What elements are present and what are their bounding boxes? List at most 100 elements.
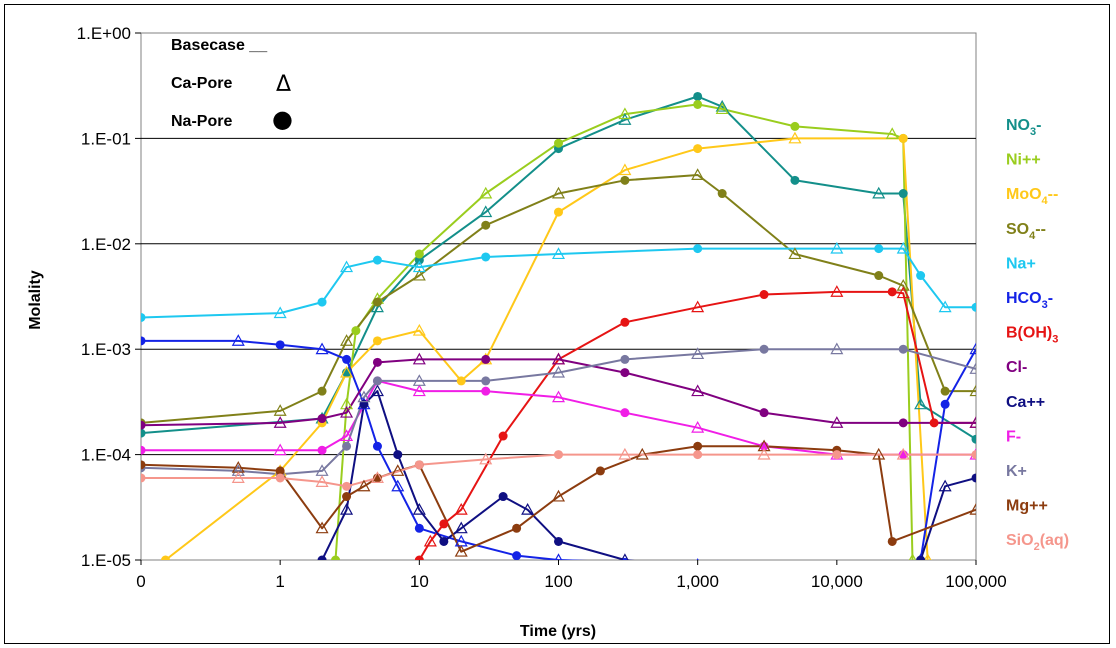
legend-item: Ca++ [1006,394,1045,411]
legend-label-main: Ca++ [1006,394,1045,411]
ca-pore-marker [691,300,705,313]
series-line-SiO2(aq) [141,453,976,488]
ca-pore-marker [898,562,909,572]
ca-pore-marker [938,479,952,492]
legend-label-sub: 4 [1042,195,1049,207]
na-pore-marker [331,555,341,560]
legend-label-main: MoO [1006,186,1042,203]
ca-pore-marker [788,247,802,260]
legend-label-main: K+ [1006,463,1027,480]
y-tick-label: 1.E-04 [81,446,131,465]
y-tick-label: 1.E+00 [77,24,131,43]
y-tick-label: 1.E-03 [81,340,131,359]
na-pore-marker [620,317,630,327]
ca-pore-marker [691,420,705,433]
na-pore-marker [832,450,842,460]
ca-pore-marker [896,447,910,460]
na-pore-marker [693,441,703,451]
na-pore-marker [141,312,146,322]
ca-pore-marker [370,300,384,313]
ca-pore-marker [273,306,287,319]
y-tick-label: 1.E-01 [81,129,131,148]
ca-pore-marker [412,374,426,386]
x-tick-label: 0 [136,572,145,591]
circle-symbol: ● [272,105,293,133]
ca-pore-marker [357,479,371,492]
na-pore-marker [275,340,285,350]
legend-label-sub: 3 [1042,299,1048,311]
na-pore-marker [414,249,424,259]
na-pore-marker [342,441,352,451]
ca-pore-marker [357,390,371,403]
na-pore-marker [481,354,491,364]
key-ca-pore: Ca-Pore [171,75,232,92]
series-markers [141,91,976,572]
na-pore-marker [372,297,382,307]
ca-pore-marker [691,347,705,360]
na-pore-marker [595,466,605,476]
series-line-Mg++ [141,445,976,553]
series-line-NO3- [141,95,976,441]
na-pore-marker [620,368,630,378]
na-pore-marker [554,207,563,217]
ca-pore-marker [551,352,566,365]
na-pore-marker [161,555,171,560]
legend-label-tail: - [1048,290,1053,307]
na-pore-marker [141,428,146,438]
ca-pore-marker [873,562,884,572]
ca-pore-marker [391,464,405,476]
na-pore-marker [940,399,950,409]
na-pore-marker [372,441,382,451]
na-pore-marker [971,473,976,483]
na-pore-marker [554,138,563,148]
na-pore-marker [887,287,897,297]
ca-pore-marker [757,439,771,452]
x-tick-label: 1,000 [676,572,719,591]
ca-pore-marker [621,553,629,560]
ca-pore-marker [715,99,729,112]
ca-pore-marker [340,405,354,418]
x-tick-label: 100,000 [945,572,1006,591]
legend-label-sub: 3 [1052,334,1058,346]
legend-item: Cl- [1006,359,1027,376]
na-pore-marker [141,336,146,346]
na-pore-marker [498,492,508,502]
na-pore-marker [620,175,630,185]
na-pore-marker [141,445,146,455]
na-pore-marker [693,244,703,254]
ca-pore-marker [479,452,493,465]
ca-pore-marker [340,334,354,346]
ca-pore-marker [479,205,493,218]
legend-label-main: B(OH) [1006,325,1052,342]
y-axis-title: Molality [27,270,44,330]
ca-pore-marker [551,186,566,199]
na-pore-marker [874,271,884,281]
ca-pore-marker [691,168,705,180]
ca-pore-marker [914,397,928,410]
legend-label-tail: -- [1048,186,1059,203]
na-pore-marker [790,563,799,572]
legend-label-main: NO [1006,117,1030,134]
ca-pore-marker [896,241,910,254]
x-tick-label: 100 [544,572,572,591]
na-pore-marker [971,302,976,312]
na-pore-marker [481,376,491,386]
na-pore-marker [275,466,285,476]
na-pore-marker [790,175,800,185]
na-pore-marker [693,99,703,109]
legend-label-sub: 4 [1029,230,1036,242]
legend-label-main: Na+ [1006,255,1036,272]
na-pore-marker [342,492,352,502]
na-pore-marker [275,473,285,483]
ca-pore-marker [551,489,566,502]
legend-label-main: Cl- [1006,359,1027,376]
na-pore-marker [554,536,563,546]
triangle-symbol: Δ [276,72,291,97]
ca-pore-marker [391,479,405,492]
na-pore-marker [317,297,327,307]
na-pore-marker [342,354,352,364]
na-pore-marker [693,144,703,154]
ca-pore-marker [454,544,468,557]
y-tick-label: 1.E-02 [81,235,131,254]
x-tick-label: 10 [410,572,429,591]
